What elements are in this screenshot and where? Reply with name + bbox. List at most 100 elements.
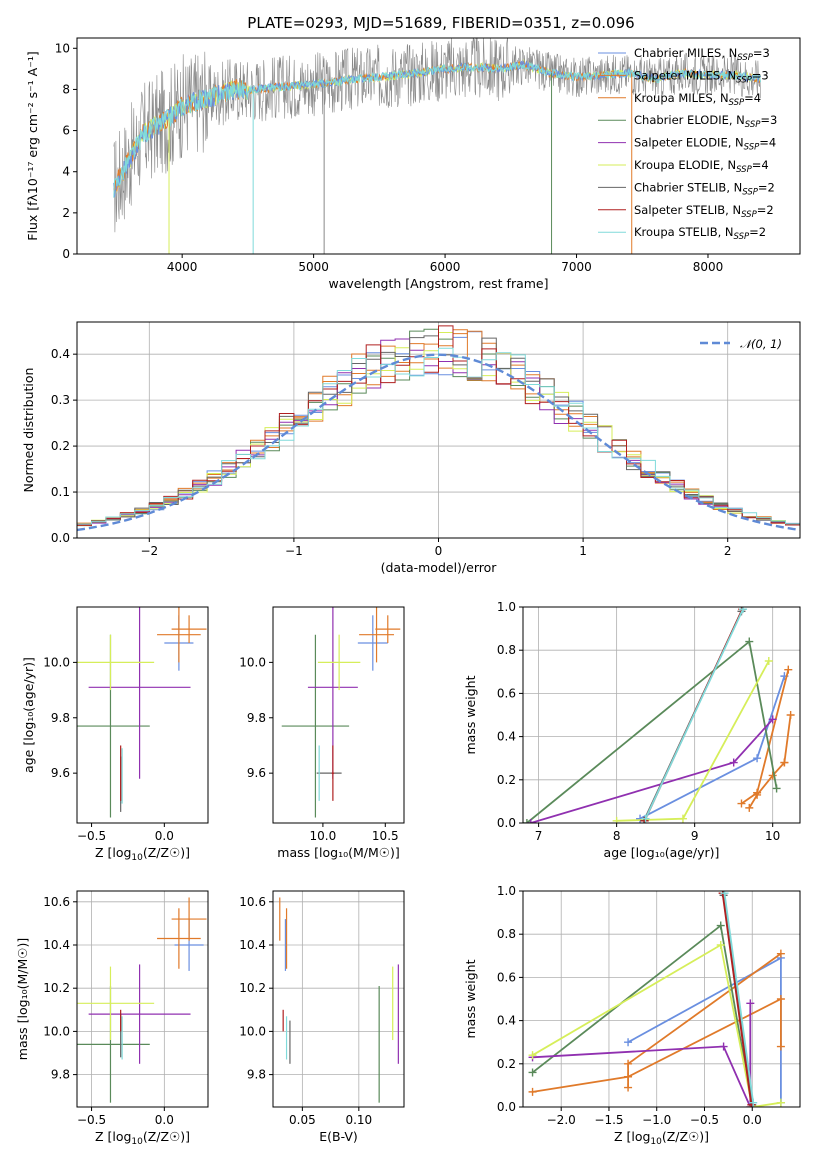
residual_histogram-ytick-label: 0.3 <box>51 393 70 407</box>
mass_vs_ebv-plot-area <box>279 897 399 1103</box>
mass_vs_Z-axes <box>73 890 209 1111</box>
weight_vs_Z-plot-area <box>528 891 785 1107</box>
normal-curve <box>77 353 800 532</box>
weight_vs_Z-axes <box>519 890 801 1111</box>
weight-marker <box>784 665 793 674</box>
weight_vs_Z-frame <box>522 890 801 1108</box>
age_vs_Z-plot-area <box>77 607 207 818</box>
weight_vs_age-axes <box>519 606 801 827</box>
residual_histogram-ytick-label: 0.1 <box>51 485 70 499</box>
weight-marker <box>768 715 777 724</box>
age_vs_mass-axes <box>269 606 405 827</box>
spectrum-ytick-label: 2 <box>62 206 70 220</box>
weight-line <box>616 660 770 822</box>
mass_vs_Z-frame <box>76 890 209 1108</box>
weight_vs_age-xtick-label: 7 <box>535 829 543 843</box>
mass_vs_Z-ytick-label: 10.6 <box>43 895 70 909</box>
legend-entry: Kroupa ELODIE, NSSP=4 <box>634 158 769 175</box>
legend-normal-label: 𝒩(0, 1) <box>740 337 782 351</box>
spectrum-xtick-label: 6000 <box>430 260 461 274</box>
weight_vs_age-ytick-label: 0.4 <box>497 730 516 744</box>
age_vs_mass-ytick-label: 10.0 <box>239 655 266 669</box>
weight-marker <box>780 758 789 767</box>
weight_vs_Z-ytick-label: 0.8 <box>497 927 516 941</box>
age_vs_Z-ytick-label: 10.0 <box>43 655 70 669</box>
age_vs_mass-xtick-label: 10.0 <box>310 829 337 843</box>
weight_vs_age-xtick-label: 8 <box>613 829 621 843</box>
legend-entry: Kroupa MILES, NSSP=4 <box>634 91 761 108</box>
weight-marker <box>764 657 773 665</box>
weight_vs_Z-xtick-label: −1.0 <box>642 1113 671 1127</box>
weight_vs_age-frame <box>522 606 801 824</box>
weight-marker <box>768 771 777 780</box>
residual_histogram-xtick-label: −1 <box>285 544 303 558</box>
spectrum-plot-area <box>113 38 762 254</box>
mass_vs_Z-xtick-label: 0.0 <box>155 1113 174 1127</box>
weight_vs_Z-ytick-label: 0.6 <box>497 970 516 984</box>
weight-marker <box>753 788 762 797</box>
weight-marker <box>772 784 781 793</box>
mass_vs_Z-ytick-label: 10.0 <box>43 1024 70 1038</box>
weight-line <box>721 893 753 1105</box>
weight_vs_age-xtick-label: 9 <box>691 829 699 843</box>
weight-marker <box>624 1038 633 1047</box>
weight_vs_Z-ytick-label: 0.2 <box>497 1057 516 1071</box>
weight_vs_Z-xtick-label: −1.5 <box>594 1113 623 1127</box>
weight-line <box>644 608 744 820</box>
residual_histogram-xtick-label: 2 <box>724 544 732 558</box>
weight-marker <box>745 803 754 812</box>
age_vs_Z-xtick-label: 0.0 <box>155 829 174 843</box>
weight-marker <box>641 814 650 823</box>
weight_vs_age-xlabel: age [log₁₀(age/yr)] <box>604 845 720 860</box>
weight-marker <box>716 921 725 930</box>
weight_vs_age-xtick-label: 10 <box>765 829 780 843</box>
weight-line <box>532 943 782 1107</box>
legend-entry: Salpeter MILES, NSSP=3 <box>634 68 769 85</box>
weight-marker <box>528 1051 537 1060</box>
age_vs_Z-frame <box>76 606 209 824</box>
weight-marker <box>745 637 754 646</box>
weight-marker <box>786 711 795 719</box>
mass_vs_Z-ylabel: mass [log₁₀(M/M☉)] <box>15 938 30 1060</box>
legend-entry: Chabrier MILES, NSSP=3 <box>634 46 770 63</box>
age_vs_mass-xtick-label: 10.5 <box>372 829 399 843</box>
mass_vs_ebv-ytick-label: 9.8 <box>247 1068 266 1082</box>
mass_vs_Z-ytick-label: 10.2 <box>43 981 70 995</box>
weight-line <box>526 639 778 823</box>
weight_vs_Z-ytick-label: 1.0 <box>497 884 516 898</box>
weight_vs_age-ytick-label: 1.0 <box>497 600 516 614</box>
weight-marker <box>729 758 738 767</box>
age_vs_mass-frame <box>272 606 405 824</box>
weight-marker <box>678 814 687 823</box>
spectrum-frame <box>76 37 801 255</box>
spectrum-axes <box>73 37 801 258</box>
weight_vs_age-ytick-label: 0.8 <box>497 643 516 657</box>
weight-line <box>532 1003 752 1107</box>
mass_vs_ebv-xtick-label: 0.05 <box>289 1113 316 1127</box>
mass_vs_ebv-xtick-label: 0.10 <box>345 1113 372 1127</box>
spectrum-ytick-label: 8 <box>62 82 70 96</box>
weight-marker <box>624 1059 633 1068</box>
spectrum-xtick-label: 8000 <box>693 260 724 274</box>
spectrum-ytick-label: 0 <box>62 247 70 261</box>
weight-marker <box>746 999 755 1008</box>
mass_vs_Z-ytick-label: 9.8 <box>51 1068 70 1082</box>
weight_vs_age-ylabel: mass weight <box>463 675 478 754</box>
weight-marker <box>716 941 725 949</box>
mass_vs_Z-plot-area <box>77 897 207 1103</box>
spectrum-ytick-label: 10 <box>55 41 70 55</box>
spectrum-ylabel: Flux [fλ10⁻¹⁷ erg cm⁻² s⁻¹ A⁻¹] <box>25 51 40 240</box>
mass_vs_ebv-xlabel: E(B-V) <box>319 1129 358 1144</box>
residual_histogram-xtick-label: 1 <box>579 544 587 558</box>
age_vs_mass-xlabel: mass [log₁₀(M/M☉)] <box>277 845 399 860</box>
age_vs_mass-plot-area <box>281 607 401 818</box>
mass_vs_Z-ytick-label: 10.4 <box>43 938 70 952</box>
weight-line <box>532 923 754 1107</box>
spectrum-ytick-label: 6 <box>62 124 70 138</box>
legend-entry: Salpeter ELODIE, NSSP=4 <box>634 136 776 153</box>
weight_vs_age-ytick-label: 0.0 <box>497 816 516 830</box>
weight-marker <box>526 819 535 823</box>
weight_vs_Z-ylabel: mass weight <box>463 959 478 1038</box>
residual_histogram-ytick-label: 0.0 <box>51 531 70 545</box>
